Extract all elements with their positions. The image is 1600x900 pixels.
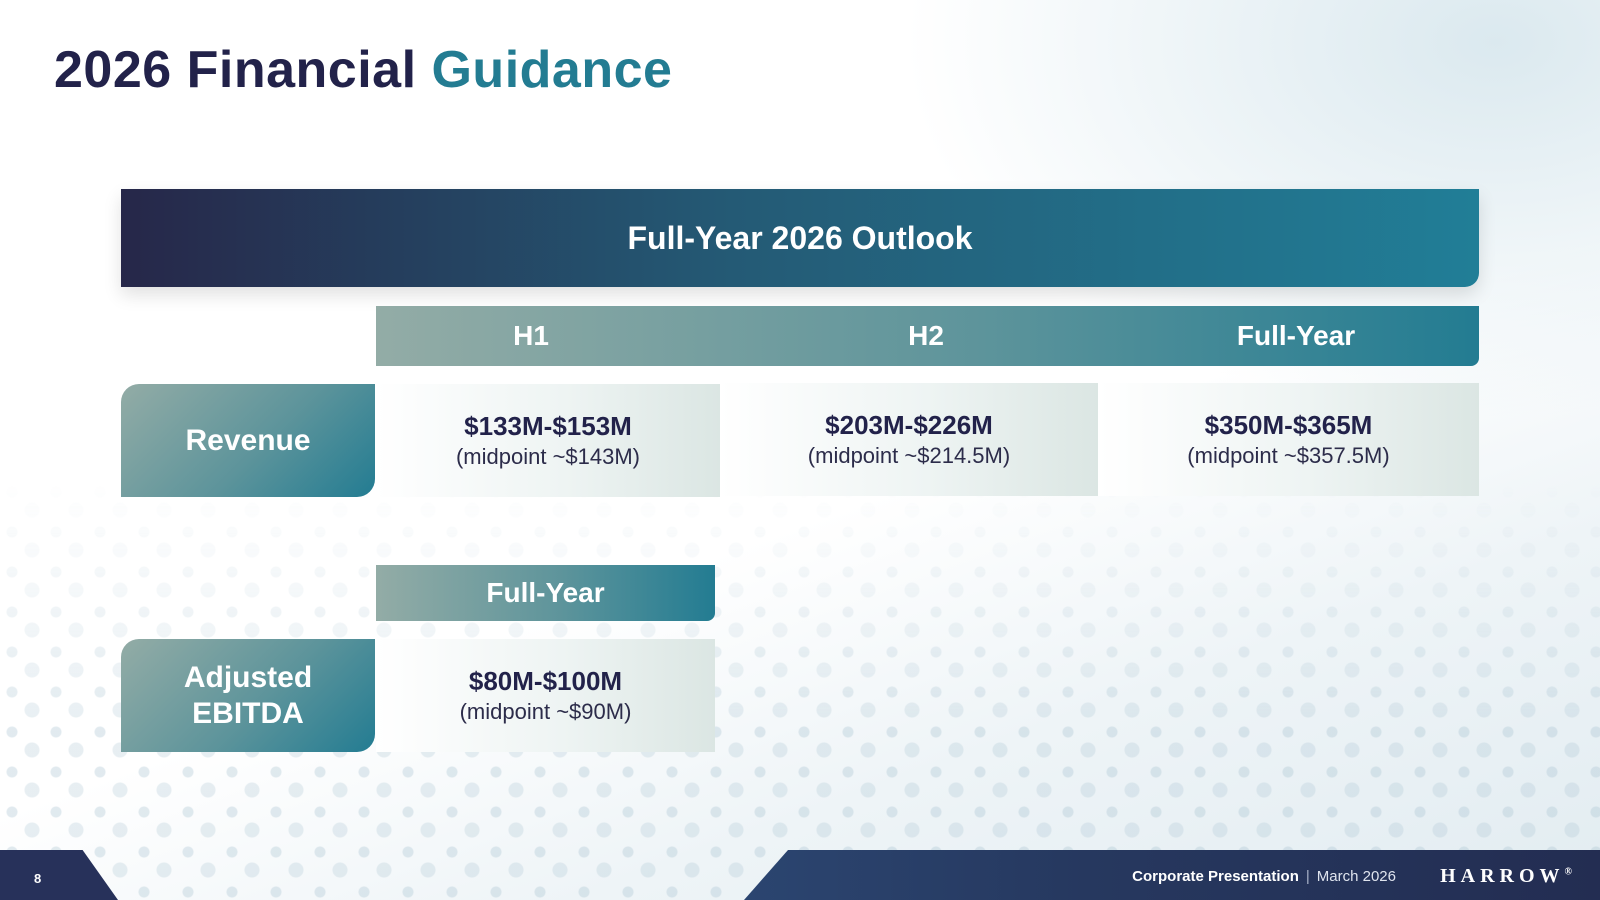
- footer-date: March 2026: [1316, 868, 1396, 885]
- revenue-h2-range: $203M-$226M: [825, 410, 993, 440]
- footer-presentation: Corporate Presentation: [1132, 868, 1299, 885]
- title-accent: Guidance: [431, 41, 673, 99]
- ebitda-range: $80M-$100M: [468, 666, 623, 696]
- page-title: 2026 Financial Guidance: [54, 40, 672, 100]
- revenue-h2-midpoint: (midpoint ~$214.5M): [807, 443, 1011, 468]
- ebitda-midpoint: (midpoint ~$90M): [459, 699, 632, 724]
- column-header-h1: H1: [513, 320, 549, 351]
- ebitda-column-header: Full-Year: [376, 565, 715, 621]
- outlook-banner: Full-Year 2026 Outlook: [121, 189, 1479, 287]
- revenue-h1-cell: $133M-$153M (midpoint ~$143M): [376, 384, 720, 497]
- revenue-full-year-range: $350M-$365M: [1204, 410, 1373, 440]
- row-label-revenue: Revenue: [121, 384, 375, 497]
- revenue-h2-cell: $203M-$226M (midpoint ~$214.5M): [720, 383, 1098, 496]
- revenue-column-headers: H1 H2 Full-Year: [376, 306, 1479, 366]
- revenue-h1-midpoint: (midpoint ~$143M): [455, 444, 641, 469]
- registered-mark: ®: [1564, 866, 1572, 878]
- title-main: 2026 Financial: [54, 41, 417, 99]
- row-label-revenue-text: Revenue: [185, 423, 311, 457]
- column-header-full-year: Full-Year: [1236, 320, 1356, 351]
- ebitda-full-year-cell: $80M-$100M (midpoint ~$90M): [376, 639, 715, 752]
- page-number: 8: [34, 871, 42, 886]
- row-label-ebitda-line2: EBITDA: [192, 696, 304, 730]
- footer-caption: Corporate Presentation | March 2026: [1132, 868, 1396, 885]
- row-label-ebitda-line1: Adjusted: [183, 660, 313, 694]
- revenue-h1-range: $133M-$153M: [464, 411, 632, 441]
- harrow-logo: HARROW®: [1440, 865, 1572, 888]
- column-header-h2: H2: [908, 320, 944, 351]
- logo-text: HARROW: [1440, 865, 1565, 887]
- revenue-full-year-cell: $350M-$365M (midpoint ~$357.5M): [1098, 383, 1479, 496]
- revenue-full-year-midpoint: (midpoint ~$357.5M): [1187, 443, 1390, 468]
- footer-separator: |: [1305, 868, 1310, 885]
- footer-bar: [744, 850, 1600, 900]
- outlook-banner-label: Full-Year 2026 Outlook: [627, 219, 973, 256]
- row-label-adjusted-ebitda: Adjusted EBITDA: [121, 639, 375, 752]
